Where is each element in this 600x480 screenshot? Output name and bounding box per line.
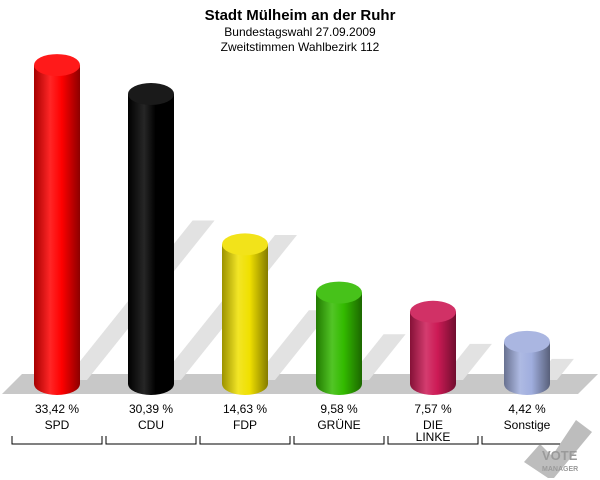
value-label-spd: 33,42 %: [35, 402, 79, 416]
value-label-fdp: 14,63 %: [223, 402, 267, 416]
shadow-fdp: [253, 310, 331, 380]
bar-body-gr-ne: [316, 292, 362, 395]
bracket-fdp: [199, 436, 291, 445]
bars: [34, 54, 550, 396]
bar-top-cdu: [128, 82, 174, 105]
bar-fdp: [222, 233, 268, 395]
bracket-gr-ne: [293, 436, 385, 445]
value-label-cdu: 30,39 %: [129, 402, 173, 416]
bar-body-die-linke: [410, 311, 456, 395]
chart-subtitle-line-2: Zweitstimmen Wahlbezirk 112: [221, 40, 380, 54]
bar-top-fdp: [222, 233, 268, 256]
bar-gr-ne: [316, 281, 362, 395]
category-label-gr-ne: GRÜNE: [317, 418, 360, 432]
value-labels: 33,42 % 30,39 % 14,63 % 9,58 % 7,57 % 4,42 %: [35, 402, 546, 416]
bar-die-linke: [410, 300, 456, 395]
value-label-die-linke: 7,57 %: [414, 402, 452, 416]
category-label-sonstige: Sonstige: [504, 418, 551, 432]
chart-title: Stadt Mülheim an der Ruhr: [205, 7, 396, 24]
bar-spd: [34, 54, 80, 396]
bar-top-gr-ne: [316, 281, 362, 304]
bracket-sonstige: [481, 436, 573, 445]
bar-sonstige: [504, 330, 550, 395]
logo-word-vote: VOTE: [542, 448, 578, 463]
bar-body-fdp: [222, 244, 268, 395]
chart-subtitle-line-1: Bundestagswahl 27.09.2009: [224, 25, 376, 39]
bar-body-cdu: [128, 93, 174, 396]
category-label-cdu: CDU: [138, 418, 164, 432]
vote-manager-logo: VOTE MANAGER: [524, 420, 592, 478]
category-label-fdp: FDP: [233, 418, 257, 432]
checkmark-icon: [524, 420, 592, 478]
bar-body-sonstige: [504, 341, 550, 395]
value-label-gr-ne: 9,58 %: [320, 402, 358, 416]
category-label-die-linke-2: LINKE: [416, 430, 451, 444]
bracket-cdu: [105, 436, 197, 445]
bar-top-spd: [34, 54, 80, 77]
logo-word-manager: MANAGER: [542, 466, 578, 473]
category-label-die-linke-1: DIE: [423, 418, 443, 432]
bar-cdu: [128, 82, 174, 396]
bar-body-spd: [34, 65, 80, 396]
category-label-spd: SPD: [45, 418, 70, 432]
bar-top-sonstige: [504, 330, 550, 353]
category-brackets: [11, 436, 573, 445]
bracket-die-linke: [387, 436, 479, 445]
value-label-sonstige: 4,42 %: [508, 402, 546, 416]
bracket-spd: [11, 436, 103, 445]
bar-top-die-linke: [410, 300, 456, 323]
